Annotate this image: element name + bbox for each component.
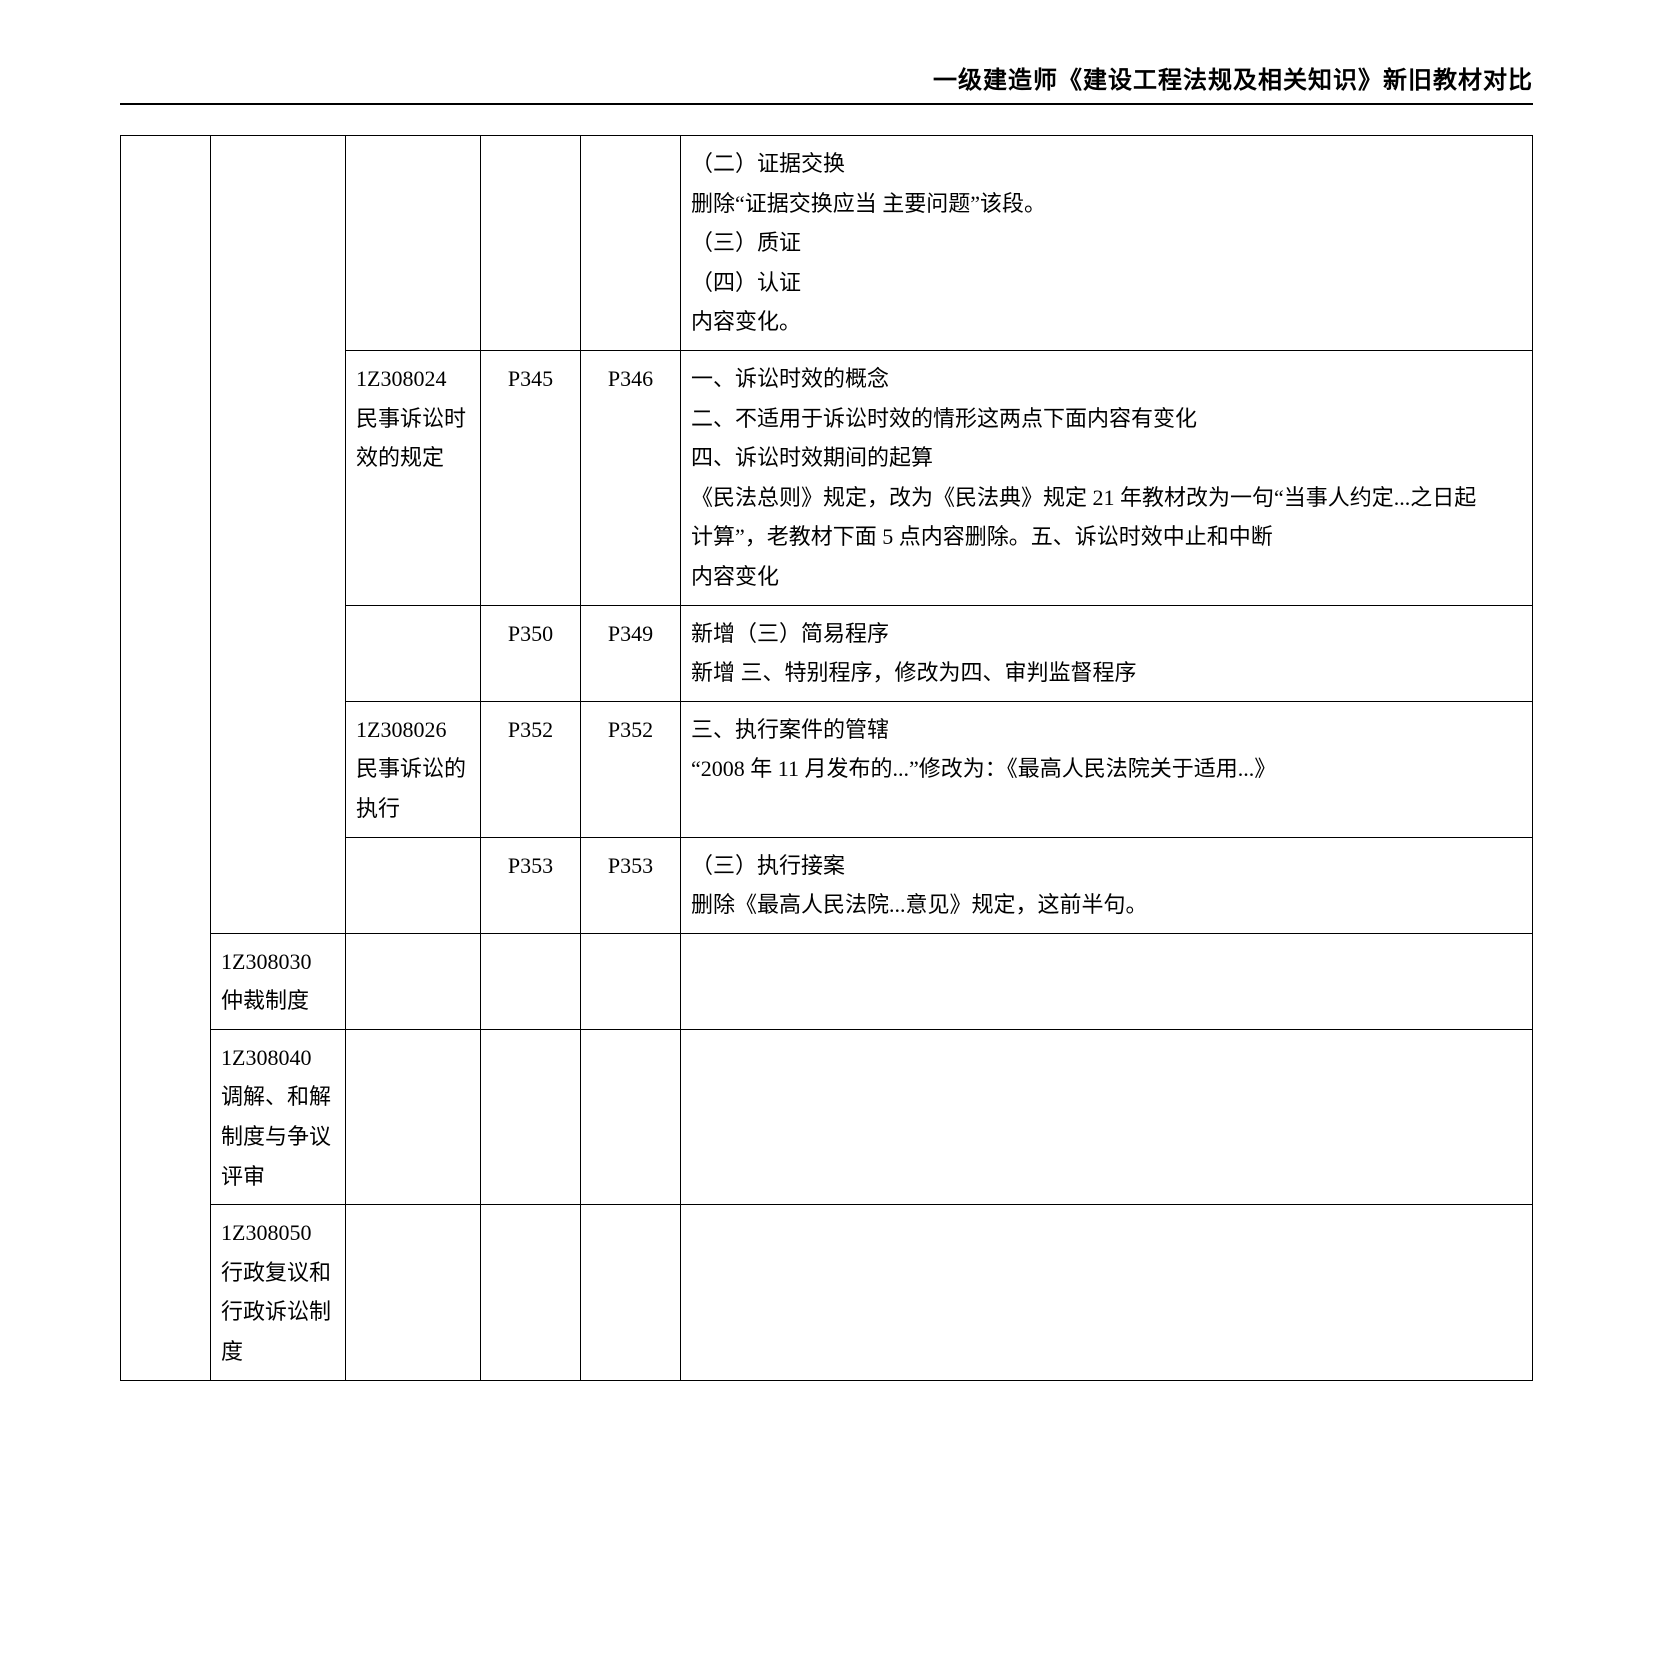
page-title: 一级建造师《建设工程法规及相关知识》新旧教材对比 [120,60,1533,105]
cell-col2 [211,136,346,934]
cell-col6: （二）证据交换删除“证据交换应当 主要问题”该段。（三）质证（四）认证内容变化。 [681,136,1533,351]
cell-col3 [346,605,481,701]
cell-col2: 1Z308050行政复议和行政诉讼制度 [211,1205,346,1380]
cell-col2: 1Z308040调解、和解制度与争议评审 [211,1029,346,1204]
cell-col5: P349 [581,605,681,701]
cell-col6 [681,1205,1533,1380]
cell-col3 [346,1029,481,1204]
cell-col2: 1Z308030仲裁制度 [211,933,346,1029]
cell-col3 [346,136,481,351]
table-row: （二）证据交换删除“证据交换应当 主要问题”该段。（三）质证（四）认证内容变化。 [121,136,1533,351]
cell-col6: 一、诉讼时效的概念二、不适用于诉讼时效的情形这两点下面内容有变化四、诉讼时效期间… [681,350,1533,605]
cell-col5 [581,1205,681,1380]
comparison-table: （二）证据交换删除“证据交换应当 主要问题”该段。（三）质证（四）认证内容变化。… [120,135,1533,1381]
cell-col3 [346,1205,481,1380]
cell-col4 [481,1205,581,1380]
cell-col4: P353 [481,837,581,933]
cell-col6 [681,933,1533,1029]
cell-col3: 1Z308026民事诉讼的执行 [346,701,481,837]
cell-col4: P345 [481,350,581,605]
cell-col4: P350 [481,605,581,701]
cell-col5: P353 [581,837,681,933]
cell-col6 [681,1029,1533,1204]
cell-col5: P352 [581,701,681,837]
cell-col3 [346,837,481,933]
cell-col5 [581,1029,681,1204]
table-row: 1Z308050行政复议和行政诉讼制度 [121,1205,1533,1380]
cell-col5 [581,136,681,351]
table-row: 1Z308040调解、和解制度与争议评审 [121,1029,1533,1204]
cell-col4 [481,933,581,1029]
cell-col4: P352 [481,701,581,837]
cell-col3 [346,933,481,1029]
cell-col6: 三、执行案件的管辖“2008 年 11 月发布的...”修改为：《最高人民法院关… [681,701,1533,837]
cell-col6: 新增（三）简易程序新增 三、特别程序，修改为四、审判监督程序 [681,605,1533,701]
table-row: 1Z308030仲裁制度 [121,933,1533,1029]
cell-col1 [121,136,211,1381]
cell-col4 [481,1029,581,1204]
cell-col5 [581,933,681,1029]
cell-col4 [481,136,581,351]
cell-col6: （三）执行接案删除《最高人民法院...意见》规定，这前半句。 [681,837,1533,933]
cell-col3: 1Z308024民事诉讼时效的规定 [346,350,481,605]
cell-col5: P346 [581,350,681,605]
